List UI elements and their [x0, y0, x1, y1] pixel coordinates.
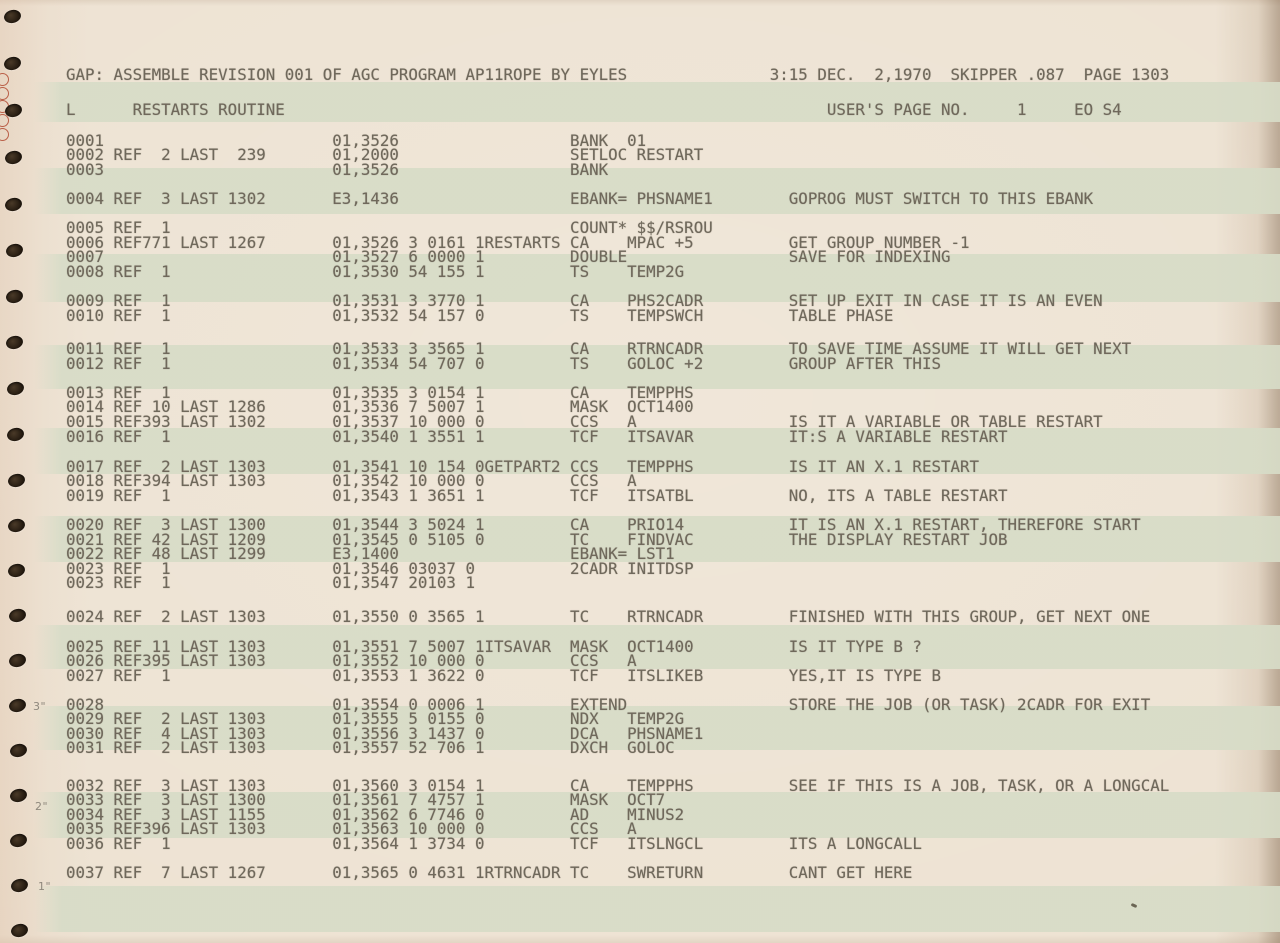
- listing-line: 0005 REF 1 COUNT* $$/RSROU: [66, 218, 713, 237]
- punch-hole: [4, 196, 24, 213]
- punch-hole: [8, 742, 28, 759]
- listing-line: 0007 01,3527 6 0000 1 DOUBLE SAVE FOR IN…: [66, 247, 951, 266]
- punch-hole: [9, 922, 30, 939]
- greenbar-stripe: [34, 82, 1280, 122]
- header-row: L RESTARTS ROUTINE USER'S PAGE NO. 1 EO …: [66, 100, 1122, 119]
- margin-ruler-mark: 3": [33, 700, 47, 713]
- listing-line: 0014 REF 10 LAST 1286 01,3536 7 5007 1 M…: [66, 397, 694, 416]
- punch-hole: [3, 149, 24, 166]
- listing-line: 0030 REF 4 LAST 1303 01,3556 3 1437 0 DC…: [66, 724, 704, 743]
- listing-line: 0006 REF771 LAST 1267 01,3526 3 0161 1RE…: [66, 233, 970, 252]
- listing-line: 0004 REF 3 LAST 1302 E3,1436 EBANK= PHSN…: [66, 189, 1094, 208]
- listing-line: 0029 REF 2 LAST 1303 01,3555 5 0155 0 ND…: [66, 709, 685, 728]
- red-ring: [0, 128, 9, 141]
- greenbar-stripe: [34, 886, 1280, 932]
- punch-hole: [8, 832, 29, 849]
- red-ring: [0, 73, 9, 86]
- greenbar-stripe: [34, 428, 1280, 474]
- listing-line: 0001 01,3526 BANK 01: [66, 131, 647, 150]
- listing-line: 0008 REF 1 01,3530 54 155 1 TS TEMP2G: [66, 262, 685, 281]
- punch-hole: [7, 697, 28, 714]
- greenbar-stripe: [34, 792, 1280, 838]
- listing-line: 0023 REF 1 01,3547 20103 1: [66, 573, 475, 592]
- listing-line: 0009 REF 1 01,3531 3 3770 1 CA PHS2CADR …: [66, 291, 1103, 310]
- listing-line: 0028 01,3554 0 0006 1 EXTEND STORE THE J…: [66, 695, 1151, 714]
- listing-line: 0035 REF396 LAST 1303 01,3563 10 000 0 C…: [66, 819, 637, 838]
- listing-line: 0015 REF393 LAST 1302 01,3537 10 000 0 C…: [66, 412, 1103, 431]
- greenbar-stripe: [34, 706, 1280, 750]
- punch-hole: [2, 8, 23, 25]
- listing-line: 0032 REF 3 LAST 1303 01,3560 3 0154 1 CA…: [66, 776, 1170, 795]
- greenbar-stripe: [34, 345, 1280, 389]
- greenbar-stripe: [34, 625, 1280, 669]
- punch-hole: [6, 562, 27, 579]
- listing-line: 0020 REF 3 LAST 1300 01,3544 3 5024 1 CA…: [66, 515, 1141, 534]
- greenbar-stripe: [34, 168, 1280, 214]
- listing-line: 0019 REF 1 01,3543 1 3651 1 TCF ITSATBL …: [66, 486, 1008, 505]
- listing-line: 0021 REF 42 LAST 1209 01,3545 0 5105 0 T…: [66, 530, 1008, 549]
- listing-line: 0016 REF 1 01,3540 1 3551 1 TCF ITSAVAR …: [66, 427, 1008, 446]
- listing-line: 0036 REF 1 01,3564 1 3734 0 TCF ITSLNGCL…: [66, 834, 922, 853]
- listing-line: 0033 REF 3 LAST 1300 01,3561 7 4757 1 MA…: [66, 790, 666, 809]
- punch-hole: [9, 877, 29, 894]
- punch-hole: [5, 426, 26, 443]
- greenbar-stripe: [34, 254, 1280, 302]
- listing-line: 0003 01,3526 BANK: [66, 160, 609, 179]
- punch-hole: [6, 472, 26, 489]
- listing-line: 0017 REF 2 LAST 1303 01,3541 10 154 0GET…: [66, 457, 980, 476]
- punch-hole: [5, 334, 25, 351]
- punch-hole: [7, 652, 28, 669]
- punch-hole: [6, 517, 27, 534]
- listing-line: 0034 REF 3 LAST 1155 01,3562 6 7746 0 AD…: [66, 805, 685, 824]
- listing-line: 0010 REF 1 01,3532 54 157 0 TS TEMPSWCH …: [66, 306, 894, 325]
- red-ring: [0, 114, 9, 127]
- punch-hole: [4, 242, 25, 259]
- margin-ruler-mark: 2": [35, 800, 49, 813]
- listing-line: 0018 REF394 LAST 1303 01,3542 10 000 0 C…: [66, 471, 637, 490]
- margin-ruler-mark: 1": [38, 880, 52, 893]
- punch-hole: [7, 607, 27, 624]
- punch-hole: [5, 380, 26, 397]
- listing-line: 0025 REF 11 LAST 1303 01,3551 7 5007 1IT…: [66, 637, 922, 656]
- listing-line: 0024 REF 2 LAST 1303 01,3550 0 3565 1 TC…: [66, 607, 1151, 626]
- listing-line: 0012 REF 1 01,3534 54 707 0 TS GOLOC +2 …: [66, 354, 941, 373]
- punch-hole: [8, 787, 29, 804]
- punch-hole: [3, 55, 23, 72]
- listing-line: 0013 REF 1 01,3535 3 0154 1 CA TEMPPHS: [66, 383, 694, 402]
- punch-hole: [4, 288, 25, 305]
- greenbar-stripe: [34, 516, 1280, 562]
- listing-line: 0027 REF 1 01,3553 1 3622 0 TCF ITSLIKEB…: [66, 666, 941, 685]
- red-ring: [0, 87, 9, 100]
- listing-line: 0031 REF 2 LAST 1303 01,3557 52 706 1 DX…: [66, 738, 675, 757]
- header-row: GAP: ASSEMBLE REVISION 001 OF AGC PROGRA…: [66, 65, 1170, 84]
- listing-line: 0002 REF 2 LAST 239 01,2000 SETLOC RESTA…: [66, 145, 704, 164]
- listing-line: 0037 REF 7 LAST 1267 01,3565 0 4631 1RTR…: [66, 863, 913, 882]
- listing-line: 0026 REF395 LAST 1303 01,3552 10 000 0 C…: [66, 651, 637, 670]
- listing-line: 0011 REF 1 01,3533 3 3565 1 CA RTRNCADR …: [66, 339, 1132, 358]
- listing-line: 0022 REF 48 LAST 1299 E3,1400 EBANK= LST…: [66, 544, 675, 563]
- listing-line: 0023 REF 1 01,3546 03037 0 2CADR INITDSP: [66, 559, 694, 578]
